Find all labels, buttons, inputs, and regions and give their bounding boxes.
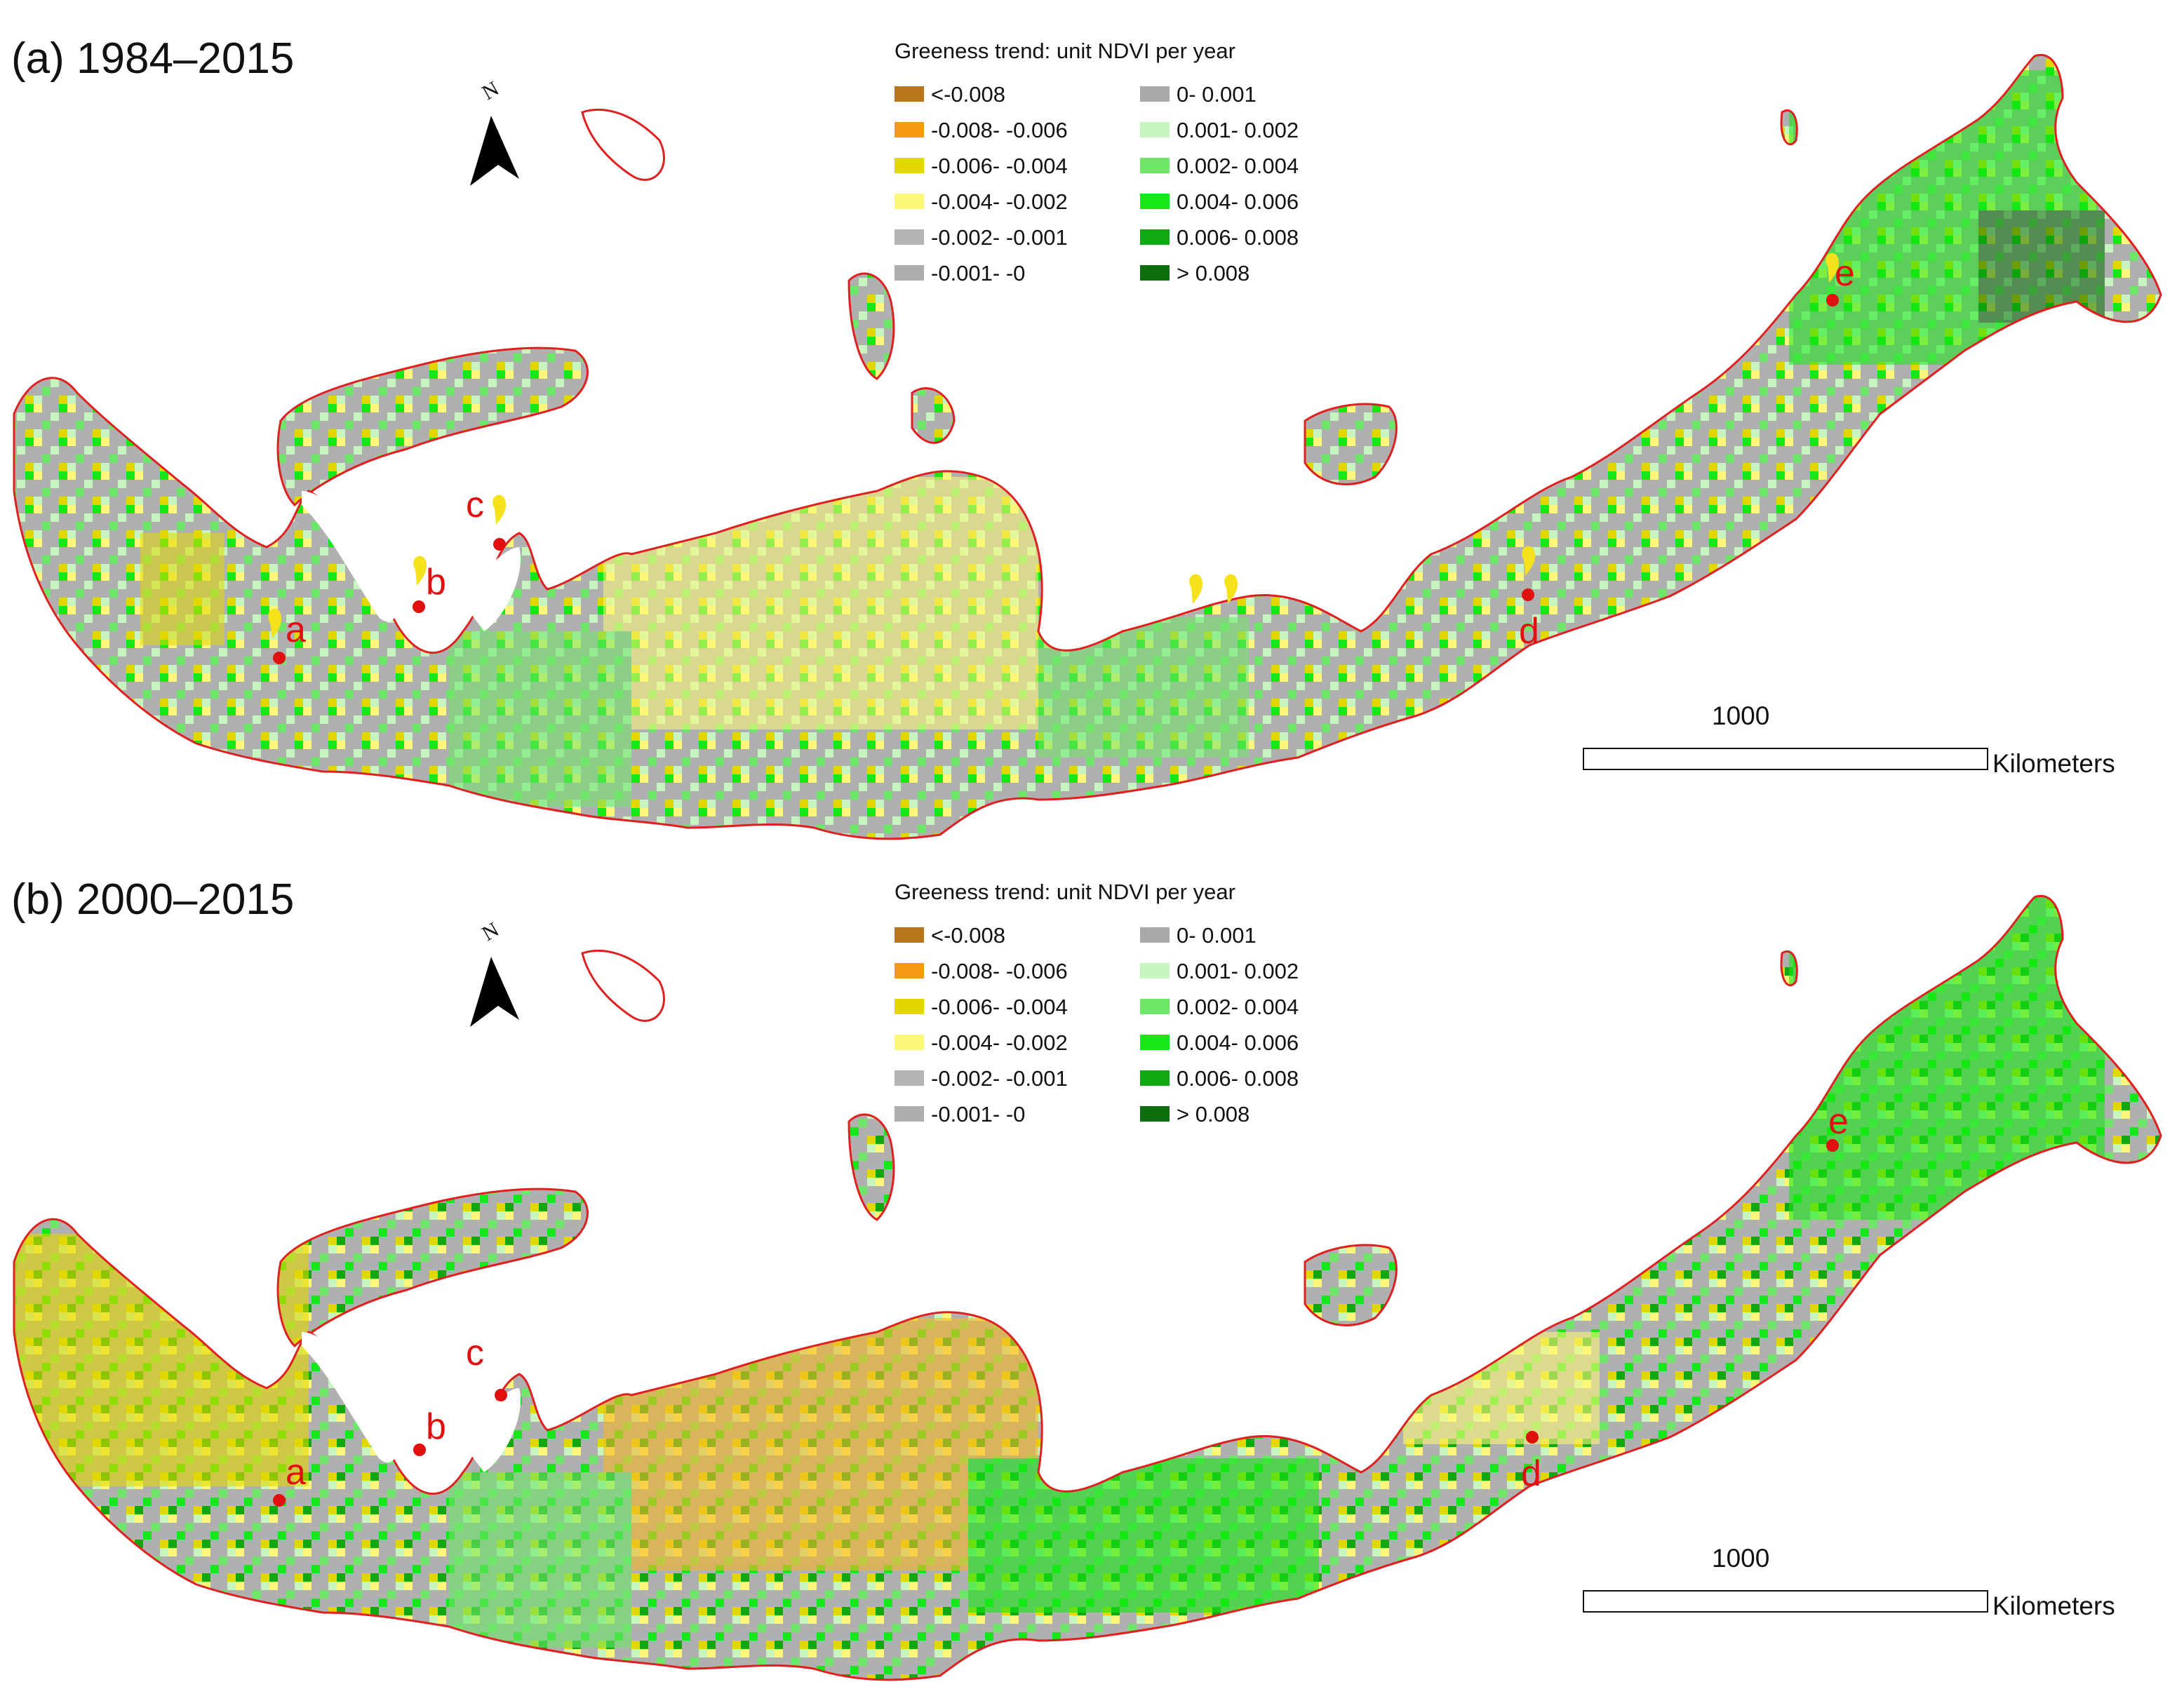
legend-swatch [895, 927, 924, 943]
legend-label: > 0.008 [1177, 1102, 1250, 1126]
legend-label: -0.001- -0 [931, 261, 1026, 285]
panel-title: (a) 1984–2015 [11, 34, 295, 83]
north-arrow-icon: N [470, 77, 519, 186]
legend-label: 0- 0.001 [1177, 82, 1257, 107]
legend-label: -0.008- -0.006 [931, 118, 1068, 142]
legend-swatch [1140, 963, 1170, 978]
site-b-dot [413, 600, 425, 613]
site-label-b: b [426, 562, 446, 603]
legend-label: 0.002- 0.004 [1177, 154, 1299, 178]
panel-title: (b) 2000–2015 [11, 875, 295, 924]
site-label-c: c [466, 1333, 484, 1373]
legend-label: 0.001- 0.002 [1177, 959, 1299, 983]
legend-label: -0.006- -0.004 [931, 154, 1068, 178]
north-arrow-icon: N [470, 918, 519, 1027]
scale-unit: Kilometers [1992, 749, 2115, 778]
scale-value: 1000 [1712, 1544, 1770, 1573]
legend-swatch [1140, 86, 1170, 102]
legend-label: <-0.008 [931, 923, 1006, 948]
legend-label: 0.002- 0.004 [1177, 995, 1299, 1019]
legend-swatch [895, 963, 924, 978]
site-label-e: e [1828, 1101, 1849, 1142]
scale-unit: Kilometers [1992, 1592, 2115, 1620]
site-a-dot [273, 652, 286, 664]
legend-swatch [895, 1106, 924, 1122]
legend-swatch [1140, 122, 1170, 137]
north-arrow: N [463, 74, 526, 193]
highlight-markers-a [268, 253, 1840, 638]
site-label-d: d [1519, 611, 1539, 652]
legend-swatch [1140, 194, 1170, 209]
legend-label: 0- 0.001 [1177, 923, 1257, 948]
site-label-b: b [426, 1406, 446, 1447]
legend-label: -0.002- -0.001 [931, 225, 1068, 250]
legend-title: Greeness trend: unit NDVI per year [895, 39, 1235, 63]
legend-label: -0.004- -0.002 [931, 189, 1068, 214]
legend-swatch [1140, 999, 1170, 1014]
site-b-dot [413, 1444, 426, 1456]
site-label-a: a [286, 610, 306, 650]
legend-label: 0.004- 0.006 [1177, 189, 1299, 214]
legend-label: -0.002- -0.001 [931, 1066, 1068, 1091]
map-canvas-b [13, 894, 2162, 1681]
legend-a: Greeness trend: unit NDVI per year <-0.0… [895, 39, 1400, 305]
legend-label: -0.008- -0.006 [931, 959, 1068, 983]
map-canvas-a [13, 53, 2162, 840]
legend-swatch [895, 229, 924, 245]
north-symbol: N [478, 77, 502, 105]
legend-swatch [895, 1070, 924, 1086]
legend-label: 0.004- 0.006 [1177, 1030, 1299, 1055]
legend-swatch [895, 999, 924, 1014]
site-markers-b [273, 1139, 1839, 1507]
map-panel-a: (a) 1984–2015 N Greeness trend: unit NDV… [11, 34, 2162, 840]
legend-label: 0.006- 0.008 [1177, 1066, 1299, 1091]
scale-bar [1583, 748, 1988, 770]
legend-label: <-0.008 [931, 82, 1006, 107]
legend-swatch [1140, 1106, 1170, 1122]
site-e-dot [1826, 294, 1839, 307]
north-symbol: N [478, 918, 502, 946]
legend-label: -0.004- -0.002 [931, 1030, 1068, 1055]
legend-swatch [1140, 927, 1170, 943]
legend-swatch [1140, 158, 1170, 173]
site-d-dot [1522, 588, 1534, 601]
legend-label: 0.006- 0.008 [1177, 225, 1299, 250]
legend-swatch [895, 265, 924, 281]
site-markers-a [273, 294, 1839, 664]
legend-swatch [895, 158, 924, 173]
scale-value: 1000 [1712, 701, 1770, 730]
legend-swatch [895, 86, 924, 102]
site-e-dot [1826, 1139, 1839, 1152]
north-arrow: N [463, 915, 526, 1034]
site-label-e: e [1835, 253, 1855, 294]
scale-bar [1583, 1590, 1988, 1613]
legend-swatch [1140, 229, 1170, 245]
site-label-a: a [286, 1452, 306, 1493]
legend-swatch [1140, 1035, 1170, 1050]
site-label-d: d [1521, 1453, 1541, 1494]
site-d-dot [1526, 1431, 1539, 1444]
site-c-dot [495, 1389, 507, 1401]
legend-label: -0.006- -0.004 [931, 995, 1068, 1019]
legend-label: > 0.008 [1177, 261, 1250, 285]
legend-label: 0.001- 0.002 [1177, 118, 1299, 142]
legend-swatch [895, 194, 924, 209]
map-panel-b: (b) 2000–2015 N Greeness trend: unit NDV… [0, 841, 2184, 1682]
legend-swatch [895, 122, 924, 137]
legend-title: Greeness trend: unit NDVI per year [895, 880, 1235, 904]
site-c-dot [493, 538, 506, 551]
legend-swatch [1140, 1070, 1170, 1086]
legend-swatch [1140, 265, 1170, 281]
site-label-c: c [466, 485, 484, 525]
legend-b: Greeness trend: unit NDVI per year <-0.0… [895, 880, 1400, 1146]
legend-swatch [895, 1035, 924, 1050]
legend-label: -0.001- -0 [931, 1102, 1026, 1126]
site-a-dot [273, 1494, 286, 1507]
